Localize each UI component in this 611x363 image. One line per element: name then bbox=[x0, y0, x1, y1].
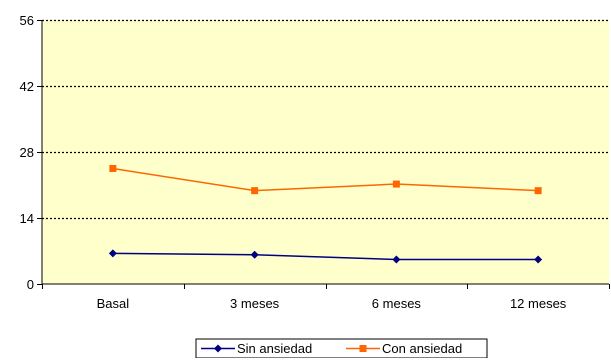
series-line-sin-ansiedad bbox=[112, 252, 539, 261]
x-tick-label-12-meses: 12 meses bbox=[510, 296, 567, 311]
series-lines bbox=[108, 165, 543, 264]
series-line-con-ansiedad bbox=[112, 167, 539, 192]
gridlines bbox=[42, 19, 609, 220]
point-sin-ansiedad-2 bbox=[392, 255, 401, 264]
x-tick-label-6-meses: 6 meses bbox=[372, 296, 422, 311]
point-sin-ansiedad-3 bbox=[534, 255, 543, 264]
x-tick-label-basal: Basal bbox=[97, 296, 130, 311]
legend-con-ansiedad-label: Con ansiedad bbox=[382, 341, 462, 356]
point-con-ansiedad-3 bbox=[534, 187, 542, 195]
y-axis-ticks: 0 14 28 42 56 bbox=[20, 13, 42, 292]
y-tick-label-28: 28 bbox=[20, 145, 34, 160]
point-sin-ansiedad-0 bbox=[108, 249, 117, 258]
y-tick-label-56: 56 bbox=[20, 13, 34, 28]
legend-sin-ansiedad-diamond-icon bbox=[214, 344, 222, 353]
point-con-ansiedad-2 bbox=[392, 180, 400, 188]
y-tick-label-0: 0 bbox=[27, 277, 34, 292]
y-tick-label-14: 14 bbox=[20, 211, 34, 226]
point-con-ansiedad-0 bbox=[109, 165, 117, 172]
legend-con-ansiedad-square-icon bbox=[359, 345, 367, 352]
legend-sin-ansiedad-label: Sin ansiedad bbox=[237, 341, 312, 356]
x-tick-label-3-meses: 3 meses bbox=[230, 296, 280, 311]
point-con-ansiedad-1 bbox=[251, 187, 259, 195]
legend: Sin ansiedad Con ansiedad bbox=[195, 338, 488, 359]
x-axis-ticks: Basal 3 meses 6 meses 12 meses bbox=[42, 284, 610, 311]
y-tick-label-42: 42 bbox=[20, 79, 34, 94]
point-sin-ansiedad-1 bbox=[250, 250, 259, 259]
